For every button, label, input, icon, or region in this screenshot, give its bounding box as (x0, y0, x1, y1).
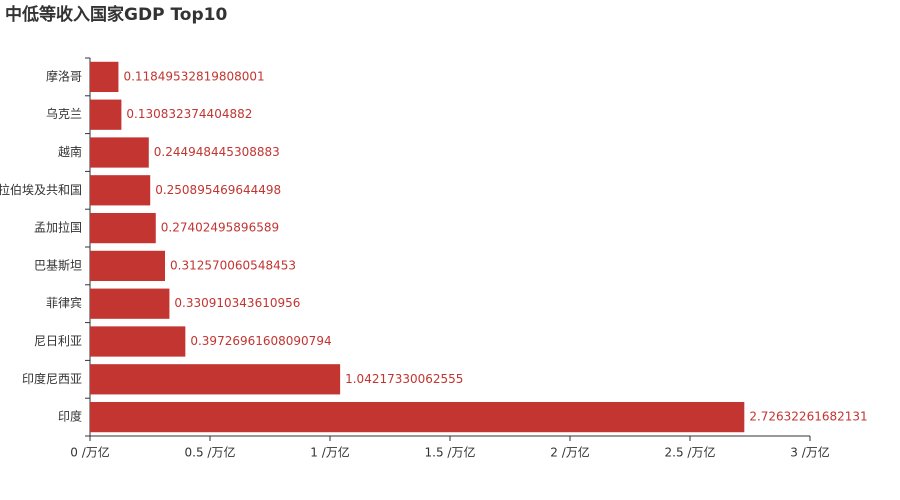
y-tick-label: 孟加拉国 (34, 220, 82, 235)
bar (90, 137, 149, 168)
x-tick-label: 3 /万亿 (790, 445, 830, 460)
y-tick-label: 巴基斯坦 (34, 258, 82, 272)
x-tick-label: 2.5 /万亿 (665, 445, 716, 460)
y-tick-label: 尼日利亚 (34, 334, 82, 348)
bar (90, 326, 186, 357)
x-tick-label: 0.5 /万亿 (185, 445, 236, 460)
value-label: 0.250895469644498 (155, 183, 281, 197)
bar (90, 250, 166, 282)
y-tick-label: 菲律宾 (46, 295, 82, 310)
bar (90, 401, 745, 433)
bar (90, 61, 119, 93)
value-label: 0.244948445308883 (154, 145, 280, 159)
value-label: 0.312570060548453 (170, 258, 296, 272)
bar (90, 364, 341, 395)
value-label: 0.130832374404882 (126, 107, 252, 121)
x-tick-label: 1.5 /万亿 (425, 445, 476, 460)
bar (90, 212, 156, 244)
x-tick-label: 0 /万亿 (70, 445, 110, 460)
value-label: 0.11849532819808001 (123, 69, 264, 83)
y-tick-label: 印度 (58, 409, 82, 424)
value-label: 0.39726961608090794 (190, 334, 331, 348)
x-tick-label: 2 /万亿 (550, 445, 590, 460)
value-label: 2.72632261682131 (749, 410, 867, 424)
bar (90, 288, 170, 319)
value-label: 0.330910343610956 (174, 296, 300, 310)
chart-title: 中低等收入国家GDP Top10 (5, 4, 227, 25)
y-tick-label: 印度尼西亚 (22, 371, 82, 386)
y-tick-label: 摩洛哥 (46, 68, 82, 83)
x-tick-label: 1 /万亿 (310, 445, 350, 460)
value-label: 1.04217330062555 (345, 372, 463, 386)
y-tick-label: 阿拉伯埃及共和国 (0, 182, 82, 197)
bar (90, 175, 151, 206)
y-tick-label: 越南 (58, 144, 82, 159)
value-label: 0.27402495896589 (161, 221, 279, 235)
y-tick-label: 乌克兰 (46, 106, 82, 121)
bar (90, 99, 122, 130)
